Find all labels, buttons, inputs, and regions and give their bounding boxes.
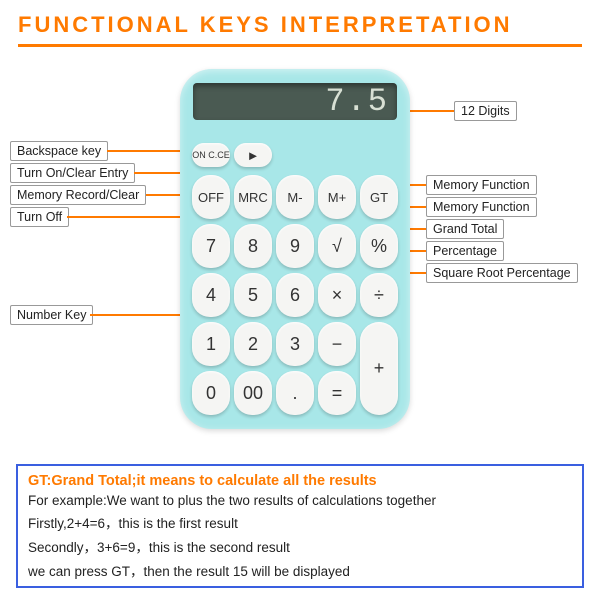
lcd-screen: 7.5 [193, 83, 397, 120]
key-mul[interactable]: × [318, 273, 356, 317]
key-7[interactable]: 7 [192, 224, 230, 268]
key-4[interactable]: 4 [192, 273, 230, 317]
info-box: GT:Grand Total;it means to calculate all… [16, 464, 584, 588]
label-mrc: Memory Record/Clear [10, 185, 146, 205]
key-5[interactable]: 5 [234, 273, 272, 317]
key-pct[interactable]: % [360, 224, 398, 268]
key-mrc[interactable]: MRC [234, 175, 272, 219]
info-line-4: we can press GT，then the result 15 will … [28, 560, 572, 580]
key-backspace[interactable]: ► [234, 143, 272, 167]
label-memfun2: Memory Function [426, 197, 537, 217]
key-8[interactable]: 8 [234, 224, 272, 268]
label-pct: Percentage [426, 241, 504, 261]
diagram-area: Backspace key Turn On/Clear Entry Memory… [0, 47, 600, 442]
info-title: GT:Grand Total;it means to calculate all… [28, 473, 572, 489]
key-1[interactable]: 1 [192, 322, 230, 366]
key-off[interactable]: OFF [192, 175, 230, 219]
calculator-body: 7.5 ON C.CE ► OFF MRC M- M+ GT 7 8 9 √ %… [180, 69, 410, 429]
keypad: ON C.CE ► OFF MRC M- M+ GT 7 8 9 √ % 4 5… [192, 140, 398, 415]
label-gt: Grand Total [426, 219, 504, 239]
label-memfun1: Memory Function [426, 175, 537, 195]
label-off: Turn Off [10, 207, 69, 227]
key-00[interactable]: 00 [234, 371, 272, 415]
key-6[interactable]: 6 [276, 273, 314, 317]
key-eq[interactable]: = [318, 371, 356, 415]
label-sqrt: Square Root Percentage [426, 263, 578, 283]
key-dot[interactable]: . [276, 371, 314, 415]
page-title: FUNCTIONAL KEYS INTERPRETATION [0, 0, 600, 44]
key-plus[interactable]: + [360, 322, 398, 415]
key-on-cce[interactable]: ON C.CE [192, 143, 230, 167]
info-line-1: For example:We want to plus the two resu… [28, 493, 572, 508]
key-mminus[interactable]: M- [276, 175, 314, 219]
info-line-3: Secondly，3+6=9，this is the second result [28, 536, 572, 556]
info-line-2: Firstly,2+4=6，this is the first result [28, 512, 572, 532]
key-sqrt[interactable]: √ [318, 224, 356, 268]
key-mplus[interactable]: M+ [318, 175, 356, 219]
key-3[interactable]: 3 [276, 322, 314, 366]
label-onclear: Turn On/Clear Entry [10, 163, 135, 183]
label-backspace: Backspace key [10, 141, 108, 161]
key-0[interactable]: 0 [192, 371, 230, 415]
key-gt[interactable]: GT [360, 175, 398, 219]
key-div[interactable]: ÷ [360, 273, 398, 317]
label-digits: 12 Digits [454, 101, 517, 121]
key-2[interactable]: 2 [234, 322, 272, 366]
label-numkey: Number Key [10, 305, 93, 325]
lcd-value: 7.5 [325, 83, 389, 120]
key-minus[interactable]: − [318, 322, 356, 366]
key-9[interactable]: 9 [276, 224, 314, 268]
